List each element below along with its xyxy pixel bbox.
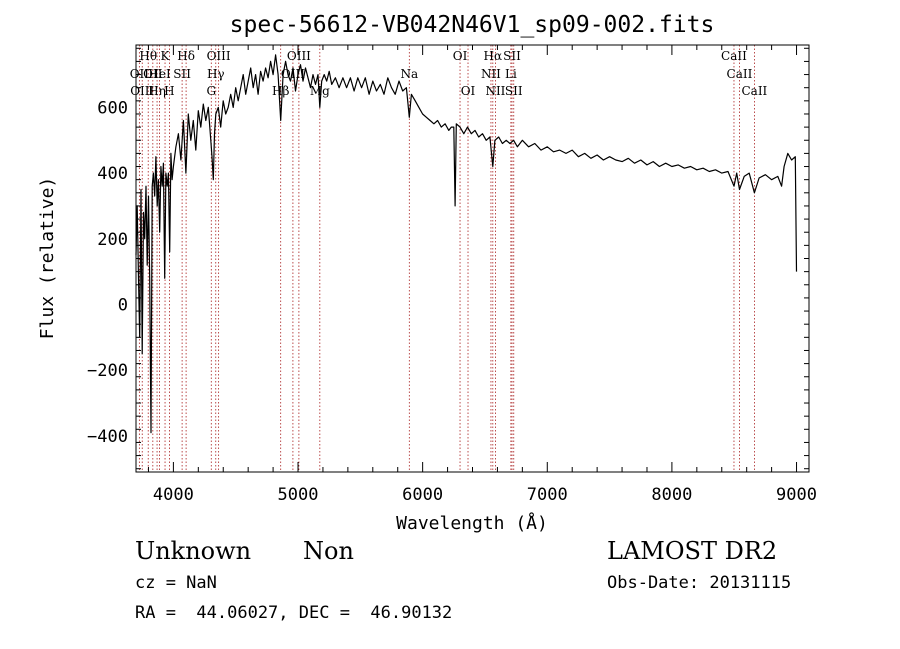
line-label-21: Hα: [484, 49, 503, 63]
spectral-line-labels: OIIOIIIHθOIIHηHeIKHSIIHδGHγOIIIHβOIIIOII…: [130, 49, 768, 98]
x-tick-label: 9000: [776, 485, 817, 505]
y-axis: −400 −200 0 200 400 600: [87, 47, 809, 470]
x-axis-label: Wavelength (Å): [396, 512, 548, 534]
object-class: Unknown: [135, 537, 252, 565]
line-label-17: Na: [400, 67, 418, 81]
line-label-5: HeI: [148, 67, 171, 81]
line-label-6: K: [161, 49, 171, 63]
y-tick-label: 0: [118, 295, 128, 315]
y-tick-label: −200: [87, 361, 128, 381]
x-tick-label: 8000: [651, 485, 692, 505]
line-label-13: Hβ: [272, 84, 289, 98]
line-label-23: Li: [505, 67, 517, 81]
line-label-27: CaII: [727, 67, 753, 81]
line-label-12: OIII: [207, 49, 231, 63]
line-label-0: OII: [130, 67, 150, 81]
line-label-9: Hδ: [177, 49, 195, 63]
line-label-24: SII: [503, 49, 521, 63]
x-tick-label: 5000: [278, 485, 319, 505]
line-label-22: NII: [485, 84, 505, 98]
line-label-8: SII: [173, 67, 191, 81]
line-label-16: Mg: [310, 84, 330, 98]
line-label-20: NII: [481, 67, 501, 81]
redshift-readout: cz = NaN: [135, 573, 217, 593]
line-label-25: SII: [505, 84, 523, 98]
line-label-11: Hγ: [207, 67, 225, 81]
line-label-18: OI: [453, 49, 468, 63]
x-tick-label: 7000: [527, 485, 568, 505]
spectral-line-markers: [138, 45, 755, 472]
plot-frame: [135, 44, 810, 473]
obs-date: Obs-Date: 20131115: [607, 573, 792, 593]
y-tick-label: 200: [97, 230, 128, 250]
line-label-10: G: [206, 84, 216, 98]
line-label-3: OII: [143, 67, 163, 81]
x-axis: 4000 5000 6000 7000 8000 9000: [147, 45, 817, 505]
coordinates: RA = 44.06027, DEC = 46.90132: [135, 603, 453, 623]
line-label-28: CaII: [741, 84, 767, 98]
x-tick-label: 6000: [402, 485, 443, 505]
survey-name: LAMOST DR2: [607, 537, 778, 565]
line-label-2: Hθ: [139, 49, 157, 63]
y-axis-label: Flux (relative): [37, 177, 58, 340]
y-tick-label: 600: [97, 98, 128, 118]
line-label-7: H: [164, 84, 174, 98]
x-tick-label: 4000: [153, 485, 194, 505]
line-label-4: Hη: [148, 84, 166, 98]
line-label-15: OIII: [287, 49, 311, 63]
object-subclass: Non: [303, 537, 354, 565]
y-tick-label: −400: [87, 427, 128, 447]
spectrum-series-line: [135, 54, 798, 434]
line-label-26: CaII: [721, 49, 747, 63]
chart-title: spec-56612-VB042N46V1_sp09-002.fits: [230, 12, 715, 38]
line-label-19: OI: [461, 84, 476, 98]
y-tick-label: 400: [97, 164, 128, 184]
